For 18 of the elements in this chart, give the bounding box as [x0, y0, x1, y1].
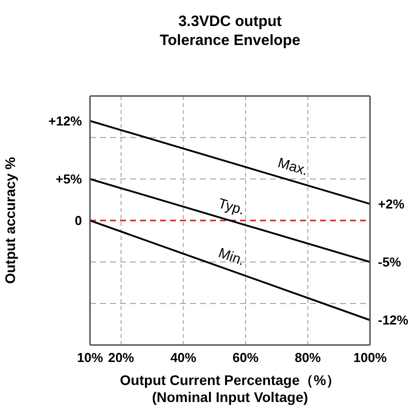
y-tick-label: 0: [74, 213, 82, 228]
text: Min.: [216, 244, 247, 268]
x-tick-label: 80%: [294, 350, 322, 366]
x-tick-label: 100%: [353, 350, 388, 366]
x-tick-label: 10%: [76, 350, 104, 366]
x-tick-label: 60%: [232, 350, 259, 366]
y2-tick-label: -12%: [378, 312, 409, 328]
x-tick-label: 20%: [108, 350, 135, 366]
y-tick-label: +5%: [56, 172, 82, 187]
y2-tick-label: -5%: [378, 254, 402, 270]
x-tick-label: 40%: [170, 350, 197, 366]
text: Max.: [276, 154, 310, 178]
y-axis-title: Output accuracy %: [2, 156, 18, 284]
chart-title: 3.3VDC output Tolerance Envelope: [158, 12, 302, 50]
text: Typ.: [216, 194, 246, 218]
y2-tick-label: +2%: [378, 196, 405, 212]
x-axis-title: Output Current Percentage（%） (Nominal Input Voltage): [118, 372, 342, 406]
y-tick-label: +12%: [48, 114, 82, 129]
